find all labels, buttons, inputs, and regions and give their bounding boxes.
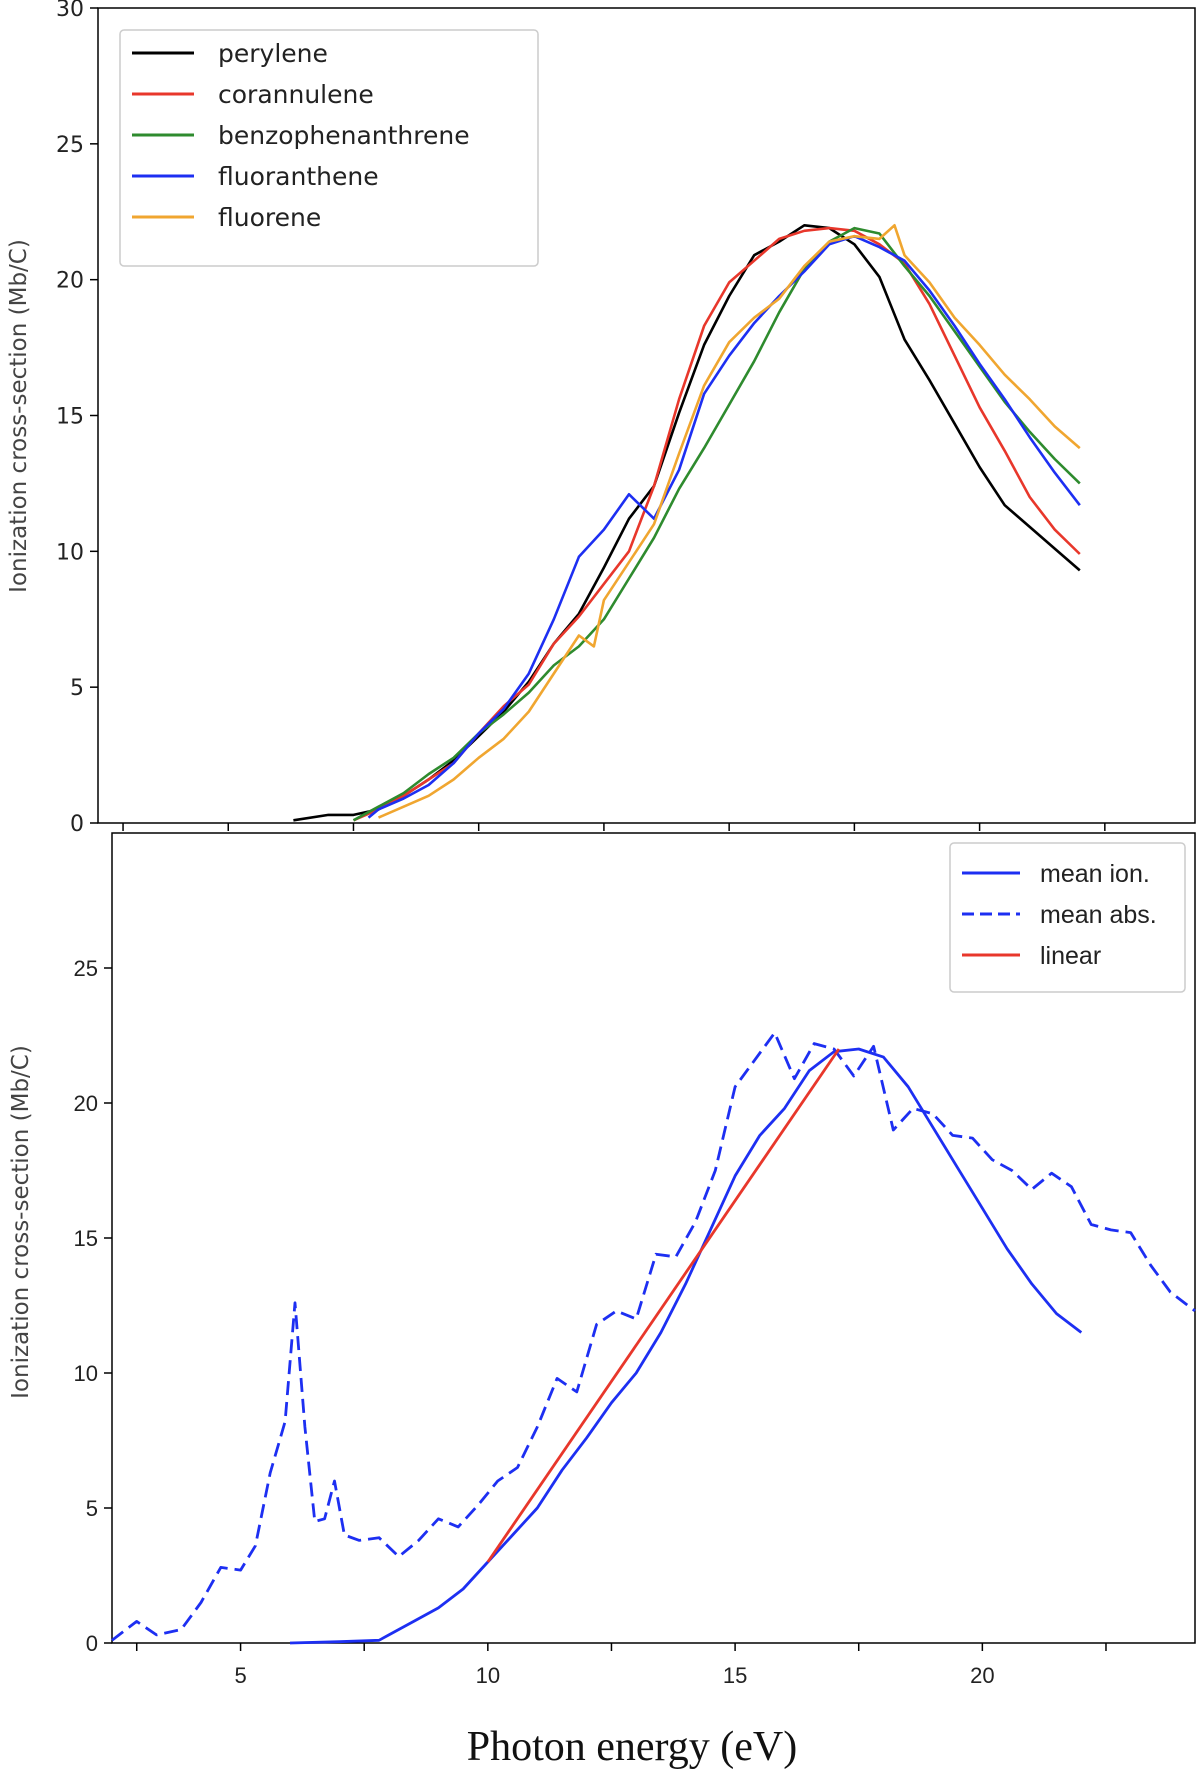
bottom-ytick-label: 25 bbox=[74, 956, 98, 981]
bottom-series bbox=[111, 1031, 1196, 1645]
top-legend-box bbox=[119, 29, 539, 267]
bottom-legend-label: mean abs. bbox=[1040, 901, 1157, 929]
bottom-xtick-label: 20 bbox=[970, 1663, 994, 1688]
top-legend-label-benzophenanthrene: benzophenanthrene bbox=[218, 121, 470, 150]
top-series-fluoranthene bbox=[367, 234, 1081, 819]
bottom-xtick-label: 10 bbox=[476, 1663, 500, 1688]
bottom-ytick-label: 20 bbox=[74, 1091, 98, 1116]
bottom-ytick-label: 10 bbox=[74, 1361, 98, 1386]
top-legend-items: perylene corannulene benzophenanthrene fluo… bbox=[132, 39, 470, 232]
x-axis-label: Photon energy (eV) bbox=[467, 1724, 797, 1770]
bottom-ytick-label: 15 bbox=[74, 1226, 98, 1251]
top-legend-label-fluoranthene: fluoranthene bbox=[218, 162, 379, 191]
bottom-legend-items: mean ion. mean abs. linear bbox=[962, 860, 1157, 970]
top-ytick-label: 15 bbox=[56, 405, 84, 430]
top-series bbox=[293, 224, 1081, 822]
bottom-series-linear bbox=[486, 1048, 841, 1563]
top-ytick-label: 5 bbox=[70, 676, 84, 701]
top-series-fluorene bbox=[377, 224, 1081, 819]
top-ytick-label: 25 bbox=[56, 133, 84, 158]
bottom-ytick-label: 0 bbox=[86, 1631, 98, 1656]
bottom-xtick-label: 15 bbox=[723, 1663, 747, 1688]
bottom-ytick-label: 5 bbox=[86, 1496, 98, 1521]
top-ytick-label: 0 bbox=[70, 812, 84, 837]
top-legend-label-corannulene: corannulene bbox=[218, 80, 374, 109]
top-ytick-label: 20 bbox=[56, 269, 84, 294]
top-legend-label-perylene: perylene bbox=[218, 39, 328, 68]
bottom-yticks: 0 5 10 15 20 25 bbox=[74, 956, 112, 1656]
bottom-y-axis-label: Ionization cross-section (Mb/C) bbox=[8, 1045, 34, 1399]
bottom-series-mean-abs bbox=[111, 1031, 1196, 1642]
top-ytick-label: 10 bbox=[56, 540, 84, 565]
bottom-legend: mean ion. mean abs. linear bbox=[949, 842, 1186, 993]
top-legend-label-fluorene: fluorene bbox=[218, 203, 321, 232]
bottom-legend-label: linear bbox=[1040, 942, 1101, 970]
bottom-legend-label: mean ion. bbox=[1040, 860, 1150, 888]
bottom-panel: 0 5 10 15 20 25 5 10 15 20 Ionization cross-sect… bbox=[8, 832, 1196, 1770]
bottom-xtick-label: 5 bbox=[234, 1663, 246, 1688]
top-xticks bbox=[122, 823, 1106, 831]
top-panel: 0 5 10 15 20 25 30 Ionization cross-section (M… bbox=[6, 0, 1196, 837]
top-legend: perylene corannulene benzophenanthrene fluo… bbox=[119, 29, 539, 267]
top-y-axis-label: Ionization cross-section (Mb/C) bbox=[6, 239, 32, 593]
top-ytick-label: 30 bbox=[56, 0, 84, 22]
bottom-xticks: 5 10 15 20 bbox=[135, 1643, 1107, 1688]
top-yticks: 0 5 10 15 20 25 30 bbox=[56, 0, 98, 837]
